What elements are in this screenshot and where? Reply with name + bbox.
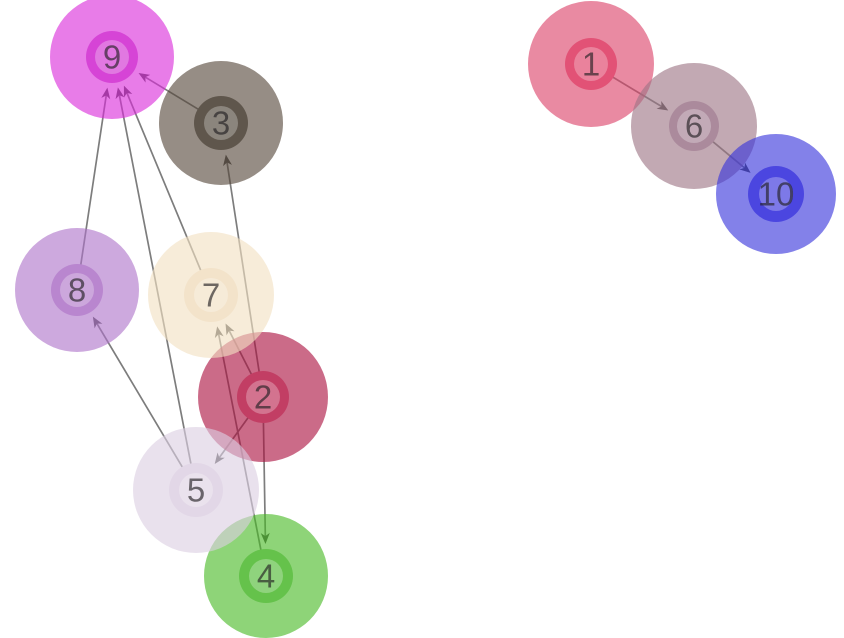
node-3[interactable]: 3 xyxy=(159,61,283,185)
node-2[interactable]: 2 xyxy=(198,332,328,462)
node-label: 5 xyxy=(187,472,205,509)
label-halo xyxy=(194,278,228,312)
label-halo xyxy=(677,109,711,143)
node-body xyxy=(748,166,804,222)
node-label: 8 xyxy=(68,272,86,309)
node-label: 3 xyxy=(212,105,230,142)
label-halo xyxy=(249,559,283,593)
label-halo xyxy=(204,106,238,140)
node-body xyxy=(565,38,617,90)
node-10[interactable]: 10 xyxy=(716,134,836,254)
node-label: 1 xyxy=(582,46,600,83)
label-halo xyxy=(95,40,129,74)
node-label: 7 xyxy=(202,277,220,314)
node-body xyxy=(51,264,103,316)
node-4[interactable]: 4 xyxy=(204,514,328,638)
node-6[interactable]: 6 xyxy=(631,63,757,189)
node-label: 4 xyxy=(257,558,275,595)
node-1[interactable]: 1 xyxy=(528,1,654,127)
node-9[interactable]: 9 xyxy=(50,0,174,119)
label-halo xyxy=(759,177,793,211)
label-halo xyxy=(574,47,608,81)
node-7[interactable]: 7 xyxy=(148,232,274,358)
node-label: 2 xyxy=(254,379,272,416)
node-body xyxy=(184,268,238,322)
label-halo xyxy=(246,380,280,414)
node-body xyxy=(669,101,719,151)
node-body xyxy=(169,463,223,517)
node-body xyxy=(237,371,289,423)
node-label: 9 xyxy=(103,39,121,76)
node-body xyxy=(86,31,138,83)
label-halo xyxy=(179,473,213,507)
node-label: 10 xyxy=(758,176,795,213)
node-label: 6 xyxy=(685,108,703,145)
node-5[interactable]: 5 xyxy=(133,427,259,553)
node-body xyxy=(194,96,248,150)
label-halo xyxy=(60,273,94,307)
nodes-layer: 1 2 3 4 5 6 7 8 9 10 xyxy=(15,0,836,638)
node-body xyxy=(239,549,293,603)
node-8[interactable]: 8 xyxy=(15,228,139,352)
